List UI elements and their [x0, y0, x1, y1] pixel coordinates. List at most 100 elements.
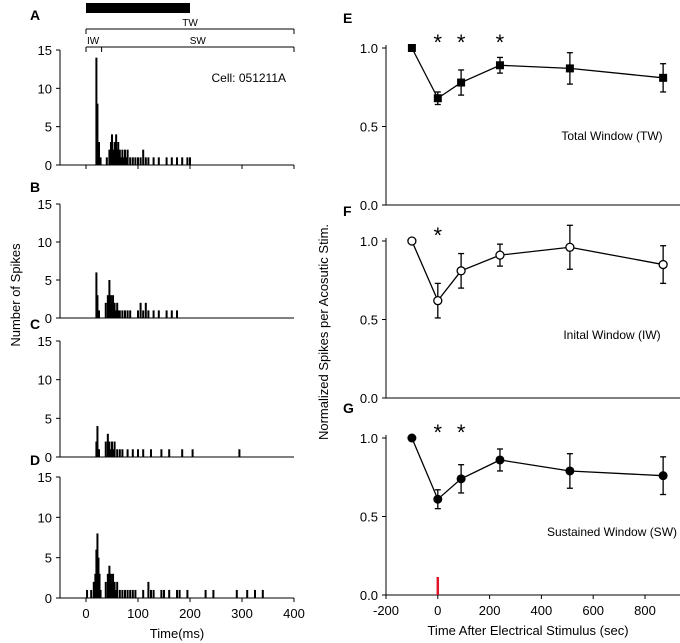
significance-star: * [457, 420, 466, 445]
panel-letter: C [30, 316, 40, 332]
spike-bar [98, 310, 100, 318]
x-tick-label: 100 [127, 606, 149, 621]
spike-bar [137, 157, 139, 165]
x-tick-label: 200 [179, 606, 201, 621]
sw-label: SW [190, 36, 207, 47]
spike-bar [98, 449, 100, 457]
spike-bar [254, 589, 256, 598]
data-point [407, 236, 417, 246]
data-point [407, 433, 417, 443]
spike-bar [118, 310, 121, 318]
significance-star: * [434, 30, 443, 55]
panel-letter: F [343, 203, 352, 219]
spike-bar [92, 581, 95, 598]
spike-bar [95, 549, 98, 598]
spike-bar [109, 295, 112, 318]
spike-bar [121, 449, 124, 457]
x-tick-label: -200 [373, 603, 399, 618]
window-label: Sustained Window (SW) [547, 525, 677, 539]
spike-bar [170, 157, 173, 165]
y-tick-label: 0 [45, 450, 52, 465]
series-line [411, 437, 664, 501]
data-point [565, 242, 575, 252]
x-tick-label: 200 [479, 603, 501, 618]
spike-bar [111, 302, 113, 318]
spike-bar [112, 449, 115, 457]
spike-bar [160, 589, 163, 598]
spike-bar [111, 581, 113, 598]
y-tick-label: 10 [38, 81, 52, 96]
x-tick-label: 400 [531, 603, 553, 618]
spike-bar [95, 57, 98, 165]
spike-bar [150, 589, 152, 598]
spike-bar [115, 589, 118, 598]
y-tick-label: 5 [45, 120, 52, 135]
spike-bar [86, 589, 89, 598]
spike-bar [116, 149, 119, 165]
panel-letter: D [30, 452, 40, 468]
spike-bar [108, 565, 111, 598]
spike-bar [168, 449, 171, 457]
y-tick-label: 15 [38, 334, 52, 349]
spike-bar [99, 157, 102, 165]
window-label: Total Window (TW) [561, 129, 662, 143]
spike-bar [124, 310, 126, 318]
spike-bar [118, 149, 121, 165]
x-tick-label: 600 [582, 603, 604, 618]
spike-bar [152, 589, 155, 598]
significance-star: * [434, 223, 443, 248]
spike-bar [95, 272, 98, 318]
y-tick-label: 15 [38, 43, 52, 58]
spike-bar [90, 589, 93, 598]
spike-bar [189, 157, 191, 165]
spike-bar [134, 589, 137, 598]
data-point [433, 94, 442, 103]
significance-star: * [496, 30, 505, 55]
spike-bar [106, 573, 109, 598]
spike-bar [144, 157, 147, 165]
spike-bar [121, 149, 124, 165]
x-axis-title: Time(ms) [150, 626, 204, 641]
y-tick-label: 10 [38, 373, 52, 388]
spike-bar [104, 302, 107, 318]
y-tick-label: 0.5 [360, 510, 378, 525]
spike-bar [129, 310, 132, 318]
spike-bar [116, 449, 119, 457]
spike-bar [170, 310, 173, 318]
spike-bar [117, 310, 120, 318]
spike-bar [165, 157, 168, 165]
data-point [495, 455, 505, 465]
spike-bar [178, 589, 181, 598]
spike-bar [97, 557, 100, 598]
series-line [411, 47, 664, 100]
spike-bar [112, 573, 115, 598]
y-tick-label: 0.5 [360, 120, 378, 135]
spike-bar [191, 449, 194, 457]
spike-bar [134, 157, 137, 165]
spike-bar [126, 589, 129, 598]
y-tick-label: 1.0 [360, 431, 378, 446]
spike-bar [120, 157, 123, 165]
spike-bar [113, 142, 116, 165]
spike-bar [94, 573, 97, 598]
panel-letter: G [343, 400, 354, 416]
iw-label: IW [87, 36, 100, 47]
spike-bar [176, 310, 178, 318]
line-panel-e: 0.0 0.5 1.0 E * * * Total Window (TW) [343, 10, 680, 213]
spike-bar [113, 302, 116, 318]
y-tick-label: 0.0 [360, 198, 378, 213]
spike-bar [108, 280, 111, 318]
spike-bar [125, 157, 128, 165]
spike-bar [98, 573, 101, 598]
spike-bar [121, 310, 124, 318]
spike-bar [109, 449, 112, 457]
y-tick-label: 15 [38, 470, 52, 485]
y-tick-label: 0 [45, 311, 52, 326]
spike-bar [112, 295, 115, 318]
spike-bar [142, 589, 145, 598]
x-tick-label: 800 [634, 603, 656, 618]
data-point [495, 250, 505, 260]
histogram-panel-b: 0 5 10 15 B [30, 179, 294, 326]
